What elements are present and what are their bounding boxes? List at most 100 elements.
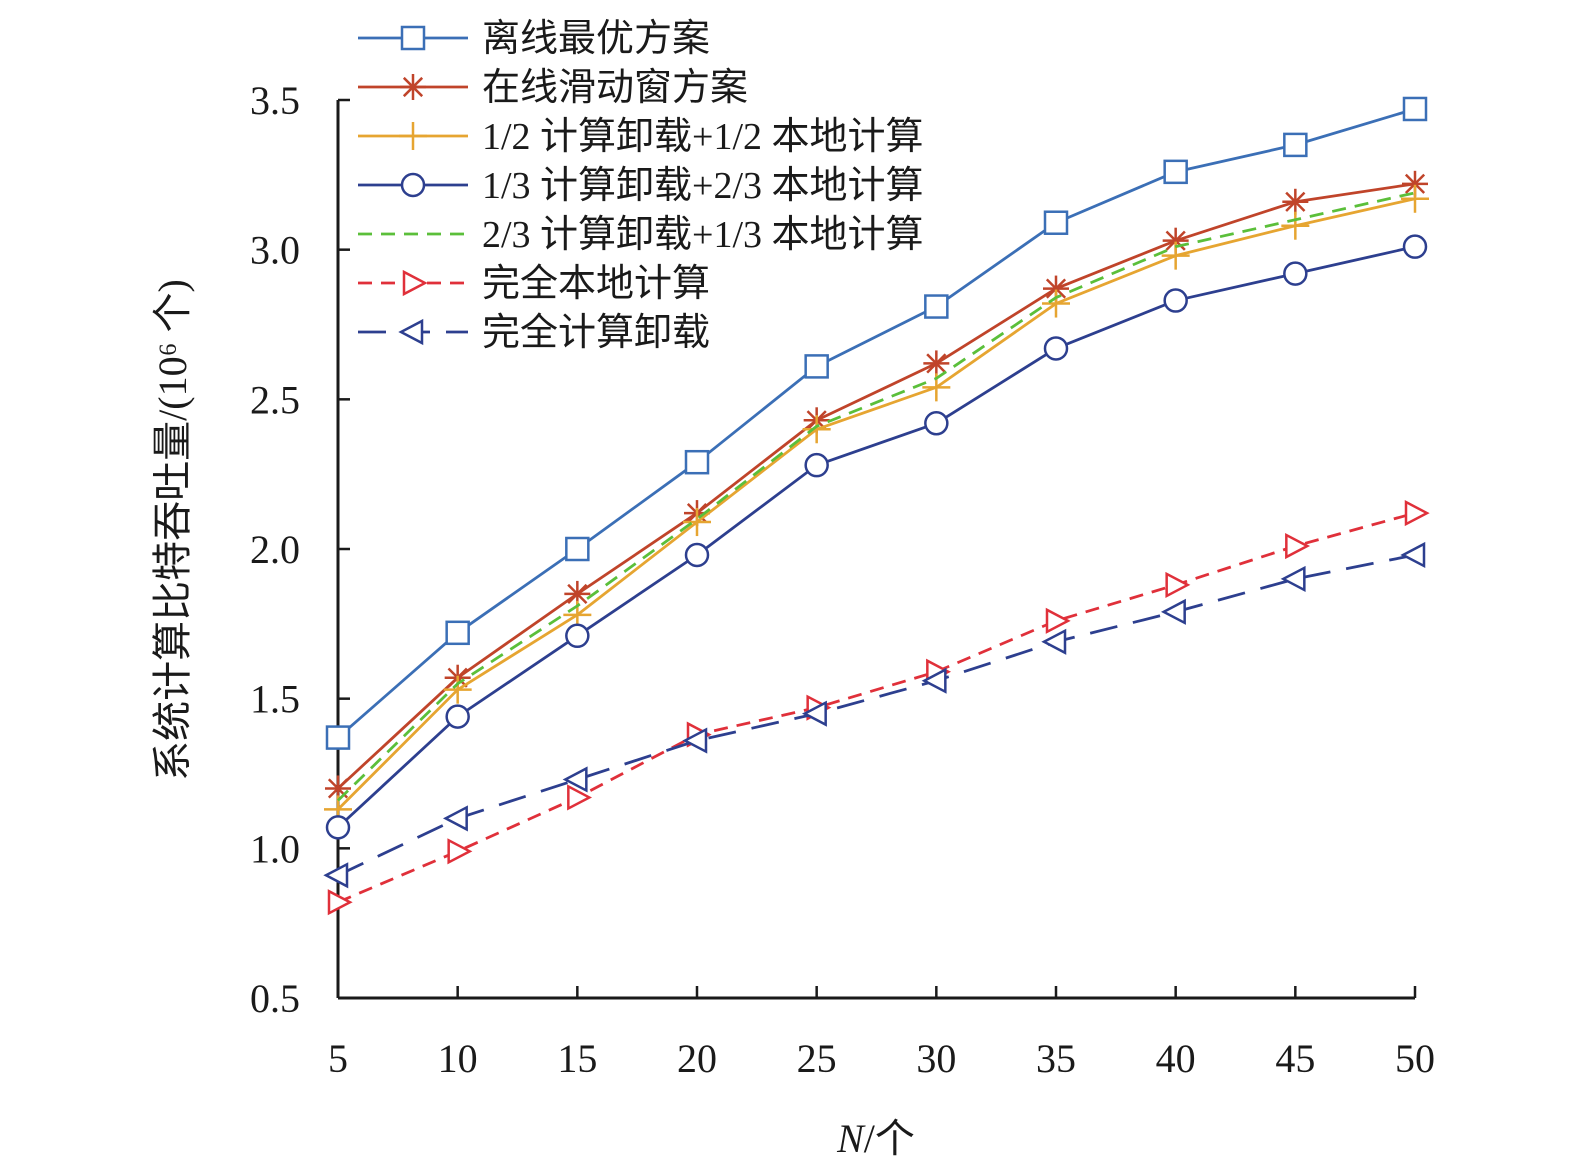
triangle-left-marker-shape <box>1160 598 1186 625</box>
triangle-right-marker-shape <box>1404 500 1430 527</box>
data-point <box>445 704 470 729</box>
data-point <box>1163 288 1188 313</box>
data-point <box>567 784 593 811</box>
circle-marker-shape <box>804 452 829 478</box>
series-1 <box>325 96 1428 750</box>
y-tick-label: 1.0 <box>250 826 300 871</box>
data-point <box>564 580 591 607</box>
legend-marker <box>402 269 428 297</box>
data-point <box>1160 598 1186 625</box>
legend-label: 完全计算卸载 <box>482 312 710 354</box>
x-axis-title-rest: /个 <box>864 1116 915 1161</box>
x-tick-label: 15 <box>557 1036 597 1081</box>
data-point <box>1045 607 1071 634</box>
legend-item: 完全本地计算 <box>358 263 710 305</box>
x-tick-label: 20 <box>677 1036 717 1081</box>
square-marker-shape <box>1402 96 1428 122</box>
asterisk-marker-stroke <box>567 583 588 604</box>
triangle-left-marker-shape <box>1400 541 1426 569</box>
triangle-right-marker-shape <box>327 889 353 916</box>
series-line <box>337 197 1416 811</box>
asterisk-marker-stroke <box>402 76 424 98</box>
square-marker-shape <box>1163 159 1188 185</box>
legend-item: 2/3 计算卸载+1/3 本地计算 <box>358 214 924 256</box>
y-tick-label: 3.0 <box>250 228 300 273</box>
data-point <box>442 805 468 832</box>
data-point <box>683 508 711 537</box>
x-tick-label: 10 <box>438 1036 478 1081</box>
triangle-left-marker-shape <box>801 700 827 727</box>
legend-marker <box>399 122 427 150</box>
triangle-left-marker-shape <box>1041 628 1067 655</box>
data-point <box>1163 159 1188 185</box>
data-point <box>804 452 829 478</box>
series-line <box>337 245 1416 829</box>
data-point <box>801 700 827 727</box>
data-point <box>325 725 351 750</box>
y-tick-label: 0.5 <box>250 976 300 1021</box>
x-tick-label: 40 <box>1156 1036 1196 1081</box>
circle-marker-shape <box>1163 288 1188 313</box>
legend-label: 1/3 计算卸载+2/3 本地计算 <box>482 165 924 207</box>
circle-marker-shape <box>1283 261 1308 286</box>
square-marker-shape <box>804 354 829 379</box>
x-tick-label: 25 <box>797 1036 837 1081</box>
legend-label: 在线滑动窗方案 <box>482 67 748 109</box>
circle-marker-shape <box>565 623 590 649</box>
series-line <box>337 182 1416 790</box>
series-layer <box>323 96 1430 916</box>
legend-marker <box>398 318 424 346</box>
series-7 <box>323 541 1426 889</box>
square-marker-shape <box>445 620 470 646</box>
triangle-right-marker-shape <box>567 784 593 811</box>
data-point <box>565 623 590 649</box>
data-point <box>1401 184 1429 213</box>
square-marker-shape <box>1043 210 1069 235</box>
legend-label: 完全本地计算 <box>482 263 710 305</box>
triangle-right-marker-shape <box>1045 607 1071 634</box>
data-point <box>445 620 470 646</box>
data-point <box>802 415 831 444</box>
asterisk-marker-stroke <box>926 353 947 374</box>
asterisk-marker-stroke <box>1285 191 1306 212</box>
data-point <box>327 889 353 916</box>
data-point <box>1402 234 1428 259</box>
x-tick-label: 35 <box>1036 1036 1076 1081</box>
circle-marker-shape <box>1402 234 1428 259</box>
triangle-right-marker-shape <box>402 269 428 297</box>
data-point <box>1402 170 1428 197</box>
legend-item: 完全计算卸载 <box>358 312 710 354</box>
circle-marker-shape <box>1043 336 1069 361</box>
square-marker-shape <box>565 536 590 562</box>
circle-marker-shape <box>684 542 710 568</box>
series-line <box>337 511 1416 904</box>
data-point <box>804 354 829 379</box>
data-point <box>443 675 472 704</box>
legend-item: 离线最优方案 <box>358 18 710 60</box>
series-line <box>337 191 1416 802</box>
triangle-left-marker-shape <box>442 805 468 832</box>
triangle-right-marker-shape <box>447 838 473 865</box>
circle-marker-shape <box>400 172 426 198</box>
data-point <box>923 350 950 377</box>
y-axis-title: 系统计算比特吞吐量/(10⁶ 个) <box>150 279 195 781</box>
asterisk-marker-stroke <box>1165 230 1186 251</box>
triangle-left-marker-shape <box>398 318 424 346</box>
legend-marker <box>400 172 426 198</box>
triangle-left-marker-shape <box>682 727 708 754</box>
legend-label: 1/2 计算卸载+1/2 本地计算 <box>482 116 924 158</box>
triangle-right-marker-shape <box>1165 571 1191 598</box>
square-marker-shape <box>325 725 351 750</box>
data-point <box>921 667 947 694</box>
legend-marker <box>400 74 426 100</box>
data-point <box>1042 289 1070 318</box>
legend-item: 1/2 计算卸载+1/2 本地计算 <box>358 116 924 158</box>
data-point <box>1283 261 1308 286</box>
legend-item: 1/3 计算卸载+2/3 本地计算 <box>358 165 924 207</box>
triangle-left-marker-shape <box>1280 565 1306 592</box>
series-4 <box>325 234 1428 840</box>
legend-marker <box>400 25 426 51</box>
